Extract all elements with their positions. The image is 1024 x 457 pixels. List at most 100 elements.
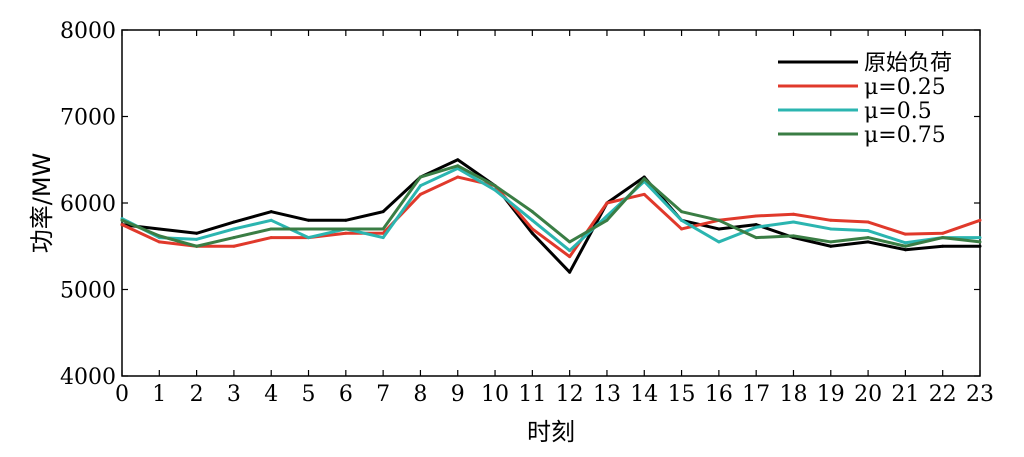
data-point bbox=[717, 227, 721, 231]
x-tick-label: 3 bbox=[227, 382, 241, 407]
data-point bbox=[866, 236, 870, 240]
data-point bbox=[157, 234, 161, 238]
data-point bbox=[530, 218, 534, 222]
data-point bbox=[232, 236, 236, 240]
data-point bbox=[381, 227, 385, 231]
data-point bbox=[568, 240, 572, 244]
legend-label: μ=0.5 bbox=[864, 99, 932, 124]
data-point bbox=[866, 229, 870, 233]
x-tick-label: 1 bbox=[152, 382, 166, 407]
data-point bbox=[307, 227, 311, 231]
data-point bbox=[195, 244, 199, 248]
data-point bbox=[269, 227, 273, 231]
data-point bbox=[978, 240, 982, 244]
data-point bbox=[456, 158, 460, 162]
x-tick-label: 20 bbox=[854, 382, 882, 407]
data-point bbox=[307, 218, 311, 222]
series-lines bbox=[120, 158, 982, 274]
data-point bbox=[605, 218, 609, 222]
series-line-2 bbox=[121, 166, 980, 253]
data-point bbox=[344, 218, 348, 222]
x-axis-title: 时刻 bbox=[527, 418, 575, 446]
legend-label: μ=0.25 bbox=[864, 75, 946, 100]
data-point bbox=[530, 227, 534, 231]
data-point bbox=[120, 223, 124, 227]
x-tick-label: 14 bbox=[630, 382, 658, 407]
x-tick-label: 18 bbox=[779, 382, 807, 407]
y-tick-label: 8000 bbox=[60, 19, 116, 44]
x-tick-label: 8 bbox=[413, 382, 427, 407]
data-point bbox=[829, 244, 833, 248]
x-tick-label: 13 bbox=[593, 382, 621, 407]
data-point bbox=[344, 231, 348, 235]
data-point bbox=[680, 218, 684, 222]
x-tick-label: 2 bbox=[190, 382, 204, 407]
data-point bbox=[717, 218, 721, 222]
legend-label: μ=0.75 bbox=[864, 123, 946, 148]
data-point bbox=[530, 231, 534, 235]
data-point bbox=[829, 227, 833, 231]
axis-ticks: 0 1 2 3 4 5 6 7 8 9 10 11 12 13 14 15 16 17 18 19 20 21 22 2340… bbox=[60, 19, 994, 407]
data-point bbox=[232, 220, 236, 224]
data-point bbox=[642, 177, 646, 181]
y-tick-label: 5000 bbox=[60, 279, 116, 304]
data-point bbox=[941, 244, 945, 248]
data-point bbox=[493, 188, 497, 192]
data-point bbox=[978, 236, 982, 240]
data-point bbox=[418, 192, 422, 196]
data-point bbox=[680, 227, 684, 231]
x-tick-label: 6 bbox=[339, 382, 353, 407]
data-point bbox=[866, 240, 870, 244]
x-tick-label: 5 bbox=[302, 382, 316, 407]
data-point bbox=[530, 210, 534, 214]
data-point bbox=[605, 201, 609, 205]
data-point bbox=[195, 231, 199, 235]
data-point bbox=[157, 240, 161, 244]
data-point bbox=[866, 220, 870, 224]
data-point bbox=[344, 227, 348, 231]
data-point bbox=[418, 175, 422, 179]
data-point bbox=[903, 244, 907, 248]
data-point bbox=[754, 214, 758, 218]
data-point bbox=[456, 175, 460, 179]
x-tick-label: 7 bbox=[376, 382, 390, 407]
x-tick-label: 19 bbox=[817, 382, 845, 407]
series-line-1 bbox=[121, 175, 981, 259]
data-point bbox=[829, 218, 833, 222]
data-point bbox=[903, 241, 907, 245]
data-point bbox=[754, 236, 758, 240]
data-point bbox=[493, 184, 497, 188]
data-point bbox=[903, 232, 907, 236]
x-tick-label: 15 bbox=[668, 382, 696, 407]
series-line-0 bbox=[121, 158, 980, 274]
data-point bbox=[941, 236, 945, 240]
x-tick-label: 17 bbox=[742, 382, 770, 407]
data-point bbox=[381, 236, 385, 240]
data-point bbox=[568, 249, 572, 253]
data-point bbox=[381, 210, 385, 214]
y-tick-label: 4000 bbox=[60, 365, 116, 390]
data-point bbox=[754, 223, 758, 227]
data-point bbox=[269, 236, 273, 240]
data-point bbox=[941, 231, 945, 235]
data-point bbox=[568, 255, 572, 259]
data-point bbox=[307, 236, 311, 240]
data-point bbox=[978, 218, 982, 222]
data-point bbox=[717, 240, 721, 244]
data-point bbox=[269, 210, 273, 214]
x-tick-label: 9 bbox=[451, 382, 465, 407]
x-tick-label: 22 bbox=[929, 382, 957, 407]
data-point bbox=[456, 164, 460, 168]
data-point bbox=[642, 192, 646, 196]
series-line-3 bbox=[121, 164, 981, 248]
data-point bbox=[754, 225, 758, 229]
data-point bbox=[418, 184, 422, 188]
data-point bbox=[120, 218, 124, 222]
y-tick-label: 7000 bbox=[60, 106, 116, 131]
data-point bbox=[791, 234, 795, 238]
x-tick-label: 11 bbox=[518, 382, 546, 407]
y-tick-label: 6000 bbox=[60, 192, 116, 217]
y-axis-title: 功率/MW bbox=[28, 153, 56, 254]
data-point bbox=[157, 227, 161, 231]
data-point bbox=[791, 212, 795, 216]
